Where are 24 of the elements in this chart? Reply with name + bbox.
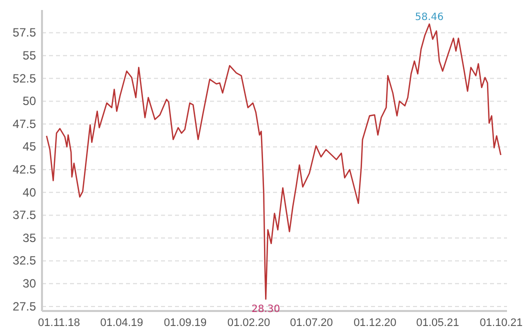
- y-tick-label: 32.5: [12, 254, 36, 268]
- y-tick-label: 47.5: [12, 116, 36, 131]
- annotation: 58.46: [415, 12, 444, 24]
- y-tick-label: 27.5: [12, 299, 36, 314]
- y-tick-label: 42.5: [12, 162, 36, 176]
- y-tick-label: 30: [22, 276, 36, 290]
- y-tick-label: 57.5: [12, 26, 36, 40]
- x-tick-label: 01.09.19: [164, 316, 207, 329]
- annotation: 28.30: [251, 304, 280, 316]
- x-tick-label: 01.10.21: [480, 316, 523, 329]
- x-tick-label: 01.04.19: [100, 316, 144, 329]
- x-tick-label: 01.12.20: [354, 316, 396, 329]
- y-tick-label: 37.5: [12, 208, 36, 222]
- x-tick-label: 01.02.20: [227, 316, 270, 329]
- x-tick-label: 01.07.20: [290, 316, 333, 329]
- y-tick-label: 40: [22, 185, 36, 200]
- x-tick-label: 01.05.21: [416, 316, 460, 329]
- line-series: [46, 23, 502, 300]
- y-tick-label: 55: [22, 48, 36, 62]
- y-tick-label: 52.5: [12, 71, 36, 86]
- y-tick-label: 35: [22, 230, 36, 245]
- y-tick-label: 50: [22, 94, 36, 108]
- y-tick-label: 45: [22, 140, 36, 154]
- x-tick-label: 01.11.18: [38, 316, 80, 329]
